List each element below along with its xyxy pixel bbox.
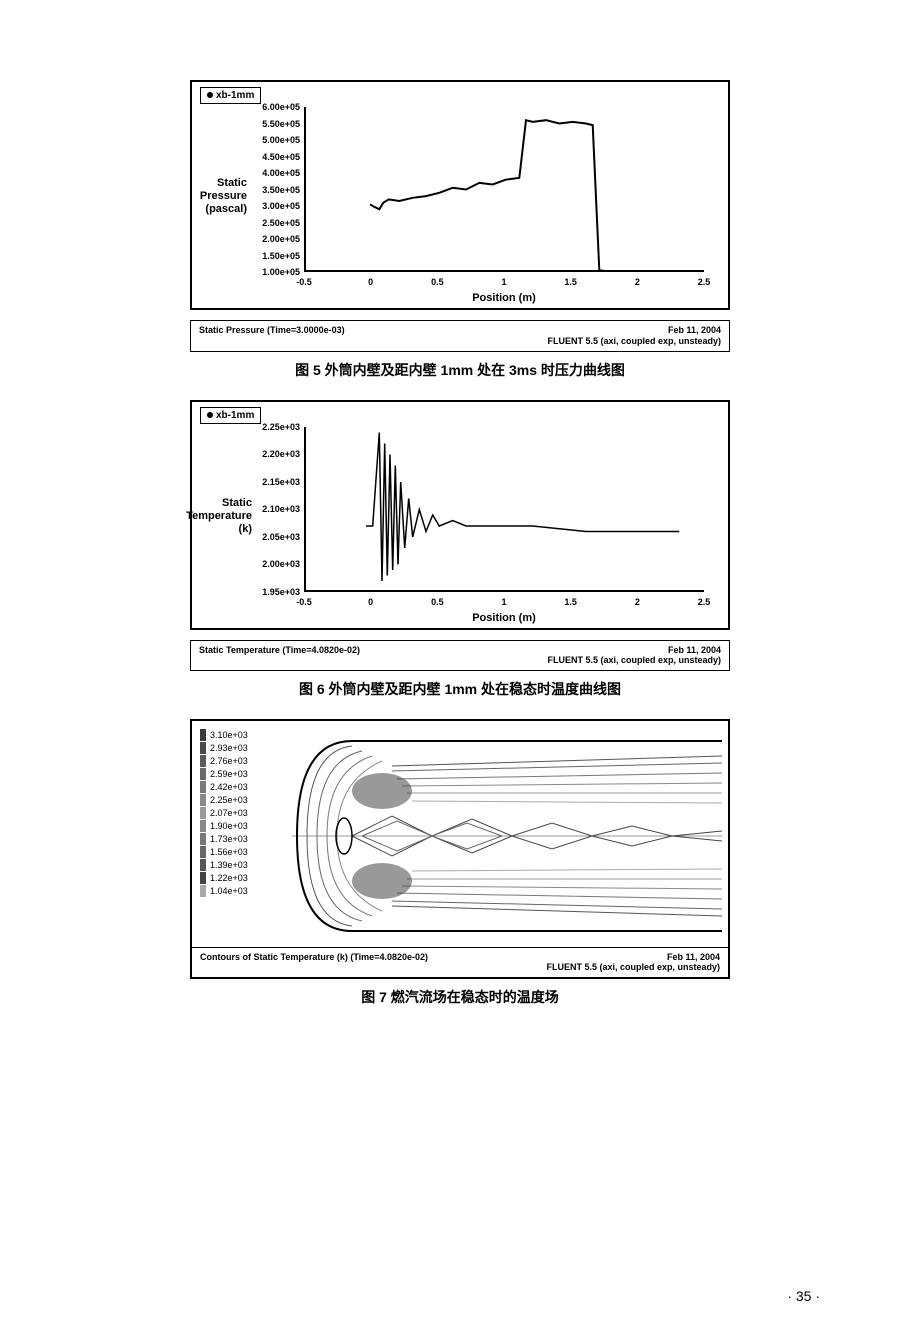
fig5-chart: xb-1mm StaticPressure(pascal) 6.00e+055.…: [190, 80, 730, 310]
fig7-footer-date: Feb 11, 2004: [667, 952, 720, 962]
fig6-plot: [304, 427, 704, 592]
fig6-y-label: StaticTemperature(k): [167, 497, 252, 537]
fig5-line-svg: [306, 107, 706, 272]
fig5-footer-app: FLUENT 5.5 (axi, coupled exp, unsteady): [547, 336, 721, 346]
fig6-x-label: Position (m): [304, 612, 704, 624]
fig5-footer-left: Static Pressure (Time=3.0000e-03): [199, 325, 345, 335]
fig6-line-svg: [306, 427, 706, 592]
fig7-footer-right: Feb 11, 2004 FLUENT 5.5 (axi, coupled ex…: [546, 952, 720, 974]
fig6-legend: xb-1mm: [200, 407, 261, 424]
fig7-chart: 3.10e+032.93e+032.76e+032.59e+032.42e+03…: [190, 719, 730, 979]
fig6-chart: xb-1mm StaticTemperature(k) 2.25e+032.20…: [190, 400, 730, 630]
page-number: · 35 ·: [787, 1288, 820, 1304]
fig5-footer-date: Feb 11, 2004: [668, 325, 721, 335]
fig5-footer: Static Pressure (Time=3.0000e-03) Feb 11…: [190, 320, 730, 352]
fig5-legend: xb-1mm: [200, 87, 261, 104]
fig5-plot: [304, 107, 704, 272]
fig7-footer-app: FLUENT 5.5 (axi, coupled exp, unsteady): [546, 962, 720, 972]
fig6-footer-right: Feb 11, 2004 FLUENT 5.5 (axi, coupled ex…: [547, 645, 721, 667]
fig6-footer: Static Temperature (Time=4.0820e-02) Feb…: [190, 640, 730, 672]
figure-5: xb-1mm StaticPressure(pascal) 6.00e+055.…: [100, 80, 820, 380]
fig6-footer-app: FLUENT 5.5 (axi, coupled exp, unsteady): [547, 655, 721, 665]
fig6-footer-date: Feb 11, 2004: [668, 645, 721, 655]
fig7-footer: Contours of Static Temperature (k) (Time…: [192, 947, 728, 978]
fig5-x-label: Position (m): [304, 292, 704, 304]
fig6-caption: 图 6 外筒内壁及距内壁 1mm 处在稳态时温度曲线图: [100, 679, 820, 699]
fig7-contour-svg: [292, 731, 722, 941]
figure-7: 3.10e+032.93e+032.76e+032.59e+032.42e+03…: [100, 719, 820, 1007]
fig6-footer-left: Static Temperature (Time=4.0820e-02): [199, 645, 360, 655]
fig5-footer-right: Feb 11, 2004 FLUENT 5.5 (axi, coupled ex…: [547, 325, 721, 347]
fig7-caption: 图 7 燃汽流场在稳态时的温度场: [100, 987, 820, 1007]
fig7-contour: [292, 731, 722, 941]
fig6-legend-label: xb-1mm: [216, 410, 254, 421]
fig5-y-ticks: 6.00e+055.50e+055.00e+054.50e+054.00e+05…: [252, 107, 300, 272]
fig6-y-ticks: 2.25e+032.20e+032.15e+032.10e+032.05e+03…: [252, 427, 300, 592]
fig5-y-label: StaticPressure(pascal): [187, 177, 247, 217]
figure-6: xb-1mm StaticTemperature(k) 2.25e+032.20…: [100, 400, 820, 700]
fig5-caption: 图 5 外筒内壁及距内壁 1mm 处在 3ms 时压力曲线图: [100, 360, 820, 380]
fig7-legend: 3.10e+032.93e+032.76e+032.59e+032.42e+03…: [200, 729, 248, 898]
fig5-legend-label: xb-1mm: [216, 90, 254, 101]
fig7-footer-left: Contours of Static Temperature (k) (Time…: [200, 952, 428, 962]
